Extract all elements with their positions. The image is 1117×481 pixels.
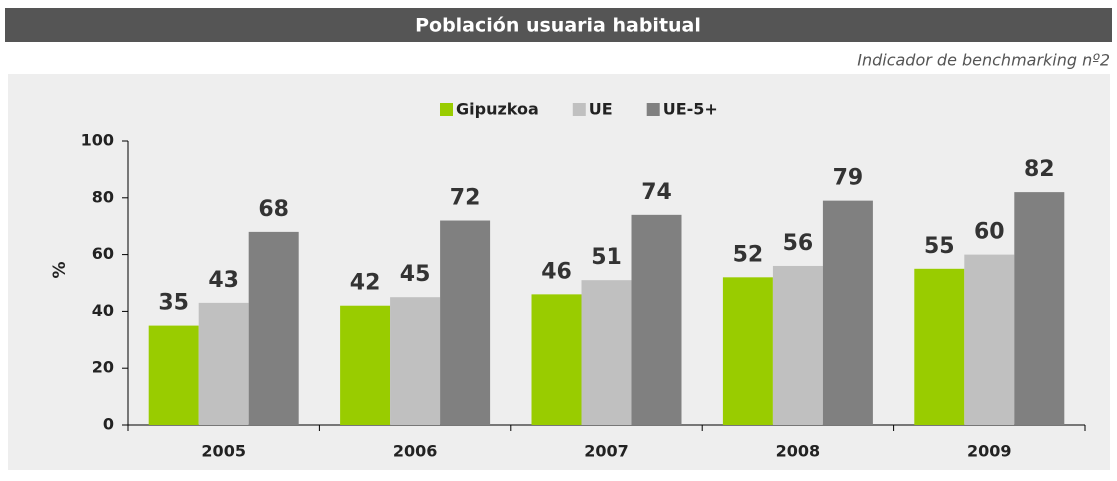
bar bbox=[1014, 192, 1065, 425]
legend-swatch bbox=[572, 103, 586, 116]
header-bar bbox=[5, 8, 1112, 42]
y-tick-label: 20 bbox=[92, 358, 114, 377]
bar bbox=[531, 294, 582, 425]
x-tick-label: 2008 bbox=[776, 442, 821, 461]
bar bbox=[722, 277, 773, 425]
bar bbox=[581, 280, 632, 425]
bar bbox=[631, 214, 682, 425]
x-tick-label: 2009 bbox=[967, 442, 1012, 461]
y-tick-label: 80 bbox=[92, 187, 114, 206]
data-label: 43 bbox=[208, 268, 239, 293]
y-tick-label: 100 bbox=[81, 131, 114, 150]
data-label: 56 bbox=[783, 231, 814, 256]
y-tick-label: 0 bbox=[103, 415, 114, 434]
bar bbox=[390, 297, 441, 425]
data-label: 52 bbox=[733, 242, 764, 267]
bar bbox=[440, 220, 491, 425]
data-label: 45 bbox=[400, 262, 431, 287]
chart-title: Población usuaria habitual bbox=[415, 15, 701, 37]
bar bbox=[340, 305, 391, 425]
data-label: 51 bbox=[591, 245, 622, 270]
data-label: 79 bbox=[833, 166, 864, 191]
data-label: 35 bbox=[158, 291, 189, 316]
legend-label: Gipuzkoa bbox=[456, 100, 539, 119]
bar bbox=[914, 268, 965, 425]
y-axis-label: % bbox=[50, 261, 70, 278]
data-label: 42 bbox=[350, 271, 381, 296]
data-label: 68 bbox=[258, 197, 289, 222]
data-label: 82 bbox=[1024, 157, 1055, 182]
bar bbox=[198, 302, 249, 425]
legend-label: UE-5+ bbox=[663, 100, 718, 119]
bar bbox=[248, 231, 299, 425]
y-tick-label: 60 bbox=[92, 244, 114, 263]
x-tick-label: 2007 bbox=[584, 442, 629, 461]
data-label: 46 bbox=[541, 259, 572, 284]
bar bbox=[964, 254, 1015, 425]
data-label: 60 bbox=[974, 220, 1005, 245]
y-tick-label: 40 bbox=[92, 301, 114, 320]
bar bbox=[772, 265, 823, 425]
data-label: 74 bbox=[641, 180, 672, 205]
legend-label: UE bbox=[589, 100, 613, 119]
legend-swatch bbox=[646, 103, 660, 116]
bar bbox=[148, 325, 199, 425]
data-label: 55 bbox=[924, 234, 955, 259]
x-tick-label: 2005 bbox=[201, 442, 246, 461]
bar bbox=[822, 200, 873, 425]
x-tick-label: 2006 bbox=[393, 442, 438, 461]
data-label: 72 bbox=[450, 186, 481, 211]
chart-subtitle: Indicador de benchmarking nº2 bbox=[857, 51, 1110, 70]
legend-swatch bbox=[440, 103, 453, 116]
